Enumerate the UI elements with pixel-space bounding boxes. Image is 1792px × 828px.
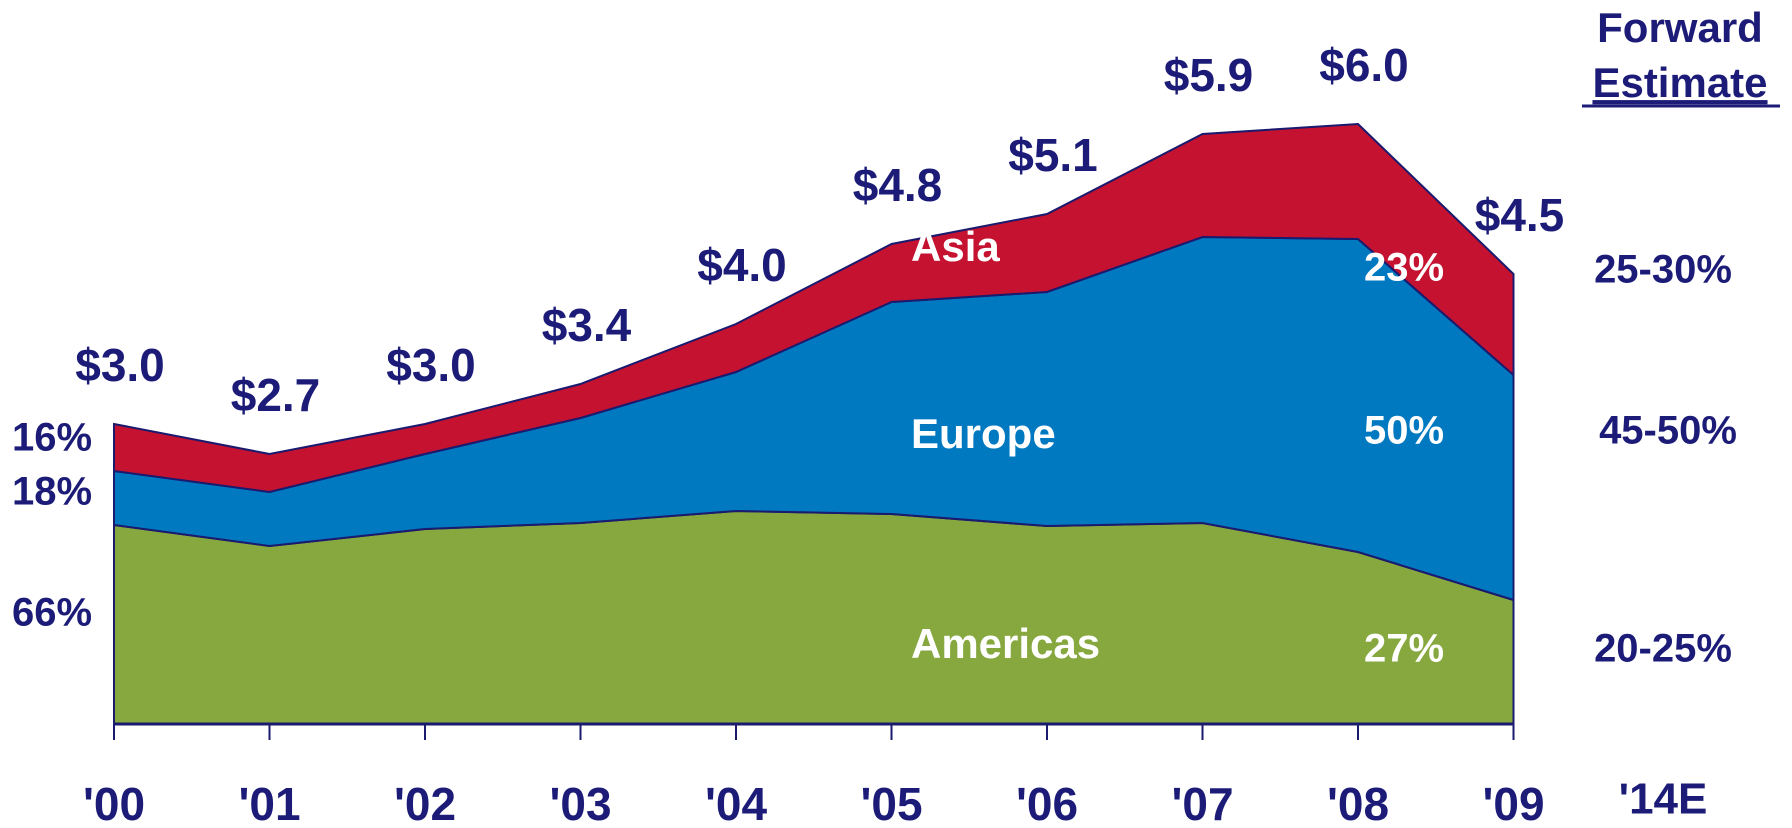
x-tick-label: '00 bbox=[83, 778, 145, 828]
total-label: $6.0 bbox=[1319, 39, 1409, 91]
start-share: 18% bbox=[12, 470, 92, 514]
total-label: $3.4 bbox=[542, 299, 632, 351]
total-label: $4.0 bbox=[697, 239, 787, 291]
series-label: Americas bbox=[911, 620, 1100, 667]
series-label: Europe bbox=[911, 410, 1056, 457]
x-tick-label: '08 bbox=[1327, 778, 1389, 828]
forward-title: Forward bbox=[1597, 4, 1763, 51]
x-tick-label: '06 bbox=[1016, 778, 1078, 828]
forward-share: 45-50% bbox=[1599, 409, 1737, 453]
end-share: 27% bbox=[1364, 627, 1444, 671]
x-tick-label: '09 bbox=[1482, 778, 1544, 828]
end-share: 50% bbox=[1364, 409, 1444, 453]
forward-title: Estimate bbox=[1592, 59, 1767, 106]
total-label: $5.9 bbox=[1164, 49, 1254, 101]
area bbox=[113, 509, 1515, 725]
x-tick-label: '05 bbox=[860, 778, 922, 828]
total-label: $2.7 bbox=[231, 369, 321, 421]
x-tick-label: '02 bbox=[394, 778, 456, 828]
x-tick-label: '04 bbox=[705, 778, 768, 828]
start-share: 66% bbox=[12, 591, 92, 635]
start-share: 16% bbox=[12, 416, 92, 460]
total-label: $4.5 bbox=[1475, 189, 1565, 241]
x-tick-label: '07 bbox=[1171, 778, 1233, 828]
total-label: $3.0 bbox=[386, 339, 476, 391]
total-label: $5.1 bbox=[1008, 129, 1098, 181]
series-label: Asia bbox=[911, 223, 1000, 270]
area bbox=[113, 122, 1515, 494]
forward-category: '14E bbox=[1619, 775, 1708, 824]
x-tick-label: '01 bbox=[238, 778, 300, 828]
end-share: 23% bbox=[1364, 246, 1444, 290]
total-label: $3.0 bbox=[75, 339, 165, 391]
x-tick-label: '03 bbox=[549, 778, 611, 828]
forward-share: 25-30% bbox=[1594, 248, 1732, 292]
total-label: $4.8 bbox=[853, 159, 943, 211]
forward-share: 20-25% bbox=[1594, 627, 1732, 671]
